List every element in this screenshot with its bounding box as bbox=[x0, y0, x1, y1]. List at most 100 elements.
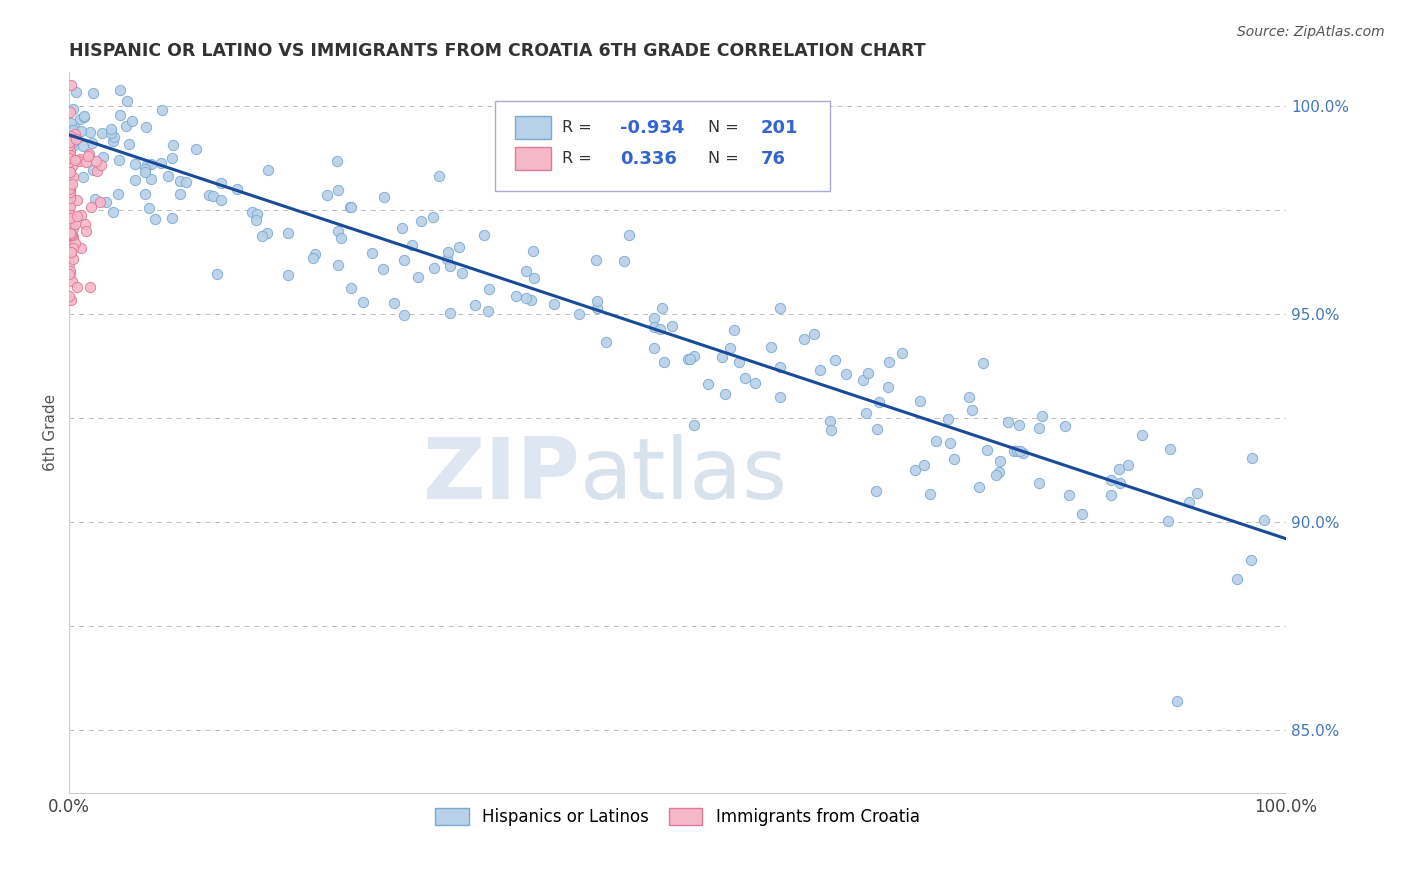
Point bbox=[58, 220, 80, 235]
Point bbox=[1028, 421, 1050, 435]
Text: atlas: atlas bbox=[581, 434, 789, 517]
Point bbox=[79, 125, 101, 139]
Point bbox=[339, 200, 361, 214]
Point bbox=[77, 148, 100, 162]
Point bbox=[676, 352, 699, 367]
Point bbox=[77, 146, 100, 161]
Point bbox=[697, 376, 720, 391]
Point bbox=[728, 355, 751, 369]
Point bbox=[769, 360, 792, 375]
Point bbox=[60, 228, 83, 243]
Point bbox=[1099, 488, 1122, 502]
Point bbox=[59, 186, 82, 200]
Point bbox=[143, 211, 166, 226]
Text: Source: ZipAtlas.com: Source: ZipAtlas.com bbox=[1237, 25, 1385, 39]
Point bbox=[58, 165, 80, 179]
Point bbox=[72, 138, 94, 153]
Point bbox=[83, 192, 105, 206]
Point bbox=[734, 371, 756, 385]
Point bbox=[58, 151, 80, 165]
Point bbox=[108, 108, 131, 122]
Point bbox=[988, 465, 1011, 479]
Point bbox=[908, 393, 931, 408]
Point bbox=[648, 322, 671, 336]
Point bbox=[340, 200, 363, 214]
Point bbox=[58, 219, 80, 234]
Point bbox=[79, 200, 101, 214]
Point bbox=[718, 341, 741, 355]
Point bbox=[851, 373, 873, 387]
Point bbox=[710, 350, 733, 364]
Point bbox=[202, 189, 225, 203]
Point bbox=[69, 112, 91, 127]
Point bbox=[891, 346, 914, 360]
Point bbox=[138, 201, 160, 215]
Point bbox=[679, 351, 702, 366]
Point bbox=[769, 301, 792, 315]
Point bbox=[568, 308, 591, 322]
Point bbox=[586, 293, 609, 308]
Point bbox=[904, 463, 927, 477]
Point bbox=[82, 163, 104, 178]
Point bbox=[1116, 458, 1139, 472]
Point bbox=[967, 480, 990, 494]
Point bbox=[58, 214, 80, 228]
Point bbox=[1226, 572, 1249, 586]
Point bbox=[976, 443, 998, 458]
Point bbox=[256, 226, 278, 240]
Point bbox=[58, 155, 80, 169]
Point bbox=[100, 126, 122, 140]
Point bbox=[75, 155, 97, 169]
Text: -0.934: -0.934 bbox=[620, 119, 685, 136]
Point bbox=[246, 207, 269, 221]
Point bbox=[59, 266, 82, 280]
Point bbox=[65, 132, 87, 146]
Point bbox=[69, 152, 91, 166]
Point bbox=[515, 291, 537, 305]
Point bbox=[912, 458, 935, 473]
Point bbox=[820, 423, 842, 437]
Point bbox=[135, 120, 157, 134]
Point bbox=[256, 162, 278, 177]
Point bbox=[447, 240, 470, 254]
Point bbox=[80, 136, 103, 151]
Point bbox=[58, 267, 80, 281]
Point bbox=[301, 252, 323, 266]
Point bbox=[868, 395, 890, 409]
Point bbox=[651, 301, 673, 315]
Point bbox=[613, 253, 636, 268]
Point bbox=[1132, 428, 1154, 442]
Point bbox=[174, 174, 197, 188]
Point bbox=[505, 289, 527, 303]
Point bbox=[82, 86, 104, 100]
Point bbox=[1054, 419, 1077, 434]
Point bbox=[160, 211, 183, 226]
Point bbox=[58, 257, 80, 271]
Point bbox=[65, 127, 87, 141]
Point bbox=[73, 109, 96, 123]
Point bbox=[939, 436, 962, 450]
Text: R =: R = bbox=[562, 120, 592, 136]
Point bbox=[427, 169, 450, 183]
Point bbox=[352, 294, 374, 309]
Point bbox=[340, 281, 363, 295]
Point bbox=[94, 195, 117, 210]
Point bbox=[59, 227, 82, 241]
Point bbox=[936, 411, 959, 425]
Point bbox=[1002, 443, 1025, 458]
Point bbox=[1157, 514, 1180, 528]
Point bbox=[58, 226, 80, 240]
Point bbox=[865, 483, 887, 498]
Point bbox=[803, 327, 825, 342]
Point bbox=[150, 103, 173, 117]
Text: HISPANIC OR LATINO VS IMMIGRANTS FROM CROATIA 6TH GRADE CORRELATION CHART: HISPANIC OR LATINO VS IMMIGRANTS FROM CR… bbox=[69, 42, 927, 60]
Point bbox=[1159, 442, 1181, 457]
Point bbox=[75, 217, 97, 231]
Point bbox=[326, 154, 349, 169]
Point bbox=[793, 332, 815, 346]
Point bbox=[464, 298, 486, 312]
Point bbox=[58, 137, 80, 152]
Point bbox=[58, 165, 80, 179]
Point bbox=[437, 245, 460, 260]
Point bbox=[62, 241, 84, 255]
